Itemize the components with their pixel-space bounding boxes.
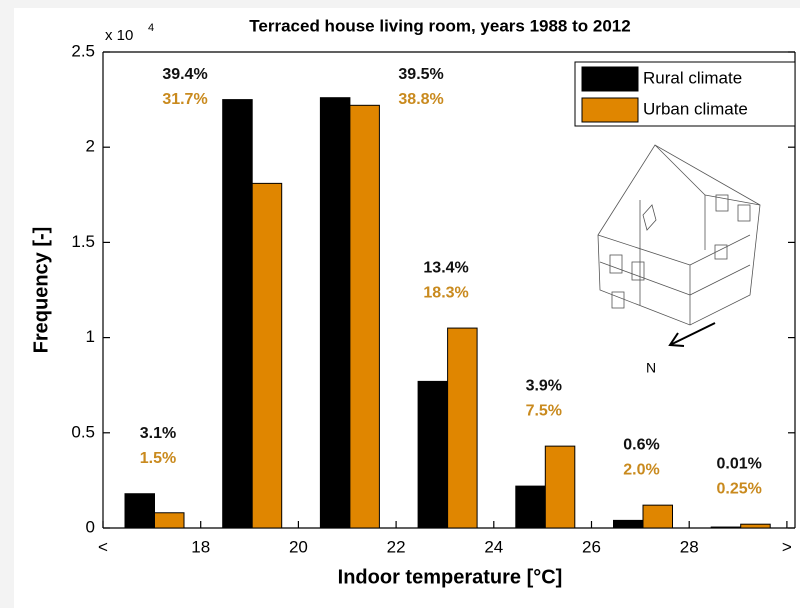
x-tick-label: 28	[680, 537, 699, 556]
annotation: 7.5%	[526, 402, 562, 419]
bar	[544, 445, 576, 529]
x-tick-label: <	[98, 537, 108, 556]
bar	[222, 99, 253, 529]
legend-swatch	[581, 66, 639, 92]
house-inset	[597, 144, 761, 347]
bar	[642, 504, 673, 529]
annotation: 13.4%	[423, 259, 468, 276]
annotation: 38.8%	[398, 91, 443, 108]
y-tick-label: 1.5	[71, 232, 95, 251]
annotation: 3.1%	[140, 425, 176, 442]
y-tick-label: 1	[86, 327, 95, 346]
legend-label: Rural climate	[643, 68, 742, 87]
bar	[154, 512, 185, 529]
annotation: 3.9%	[526, 377, 562, 394]
y-tick-label: 2.5	[71, 41, 95, 60]
x-tick-label: 18	[191, 537, 210, 556]
bar	[740, 523, 771, 529]
annotation: 39.5%	[398, 66, 443, 83]
y-tick-label: 0.5	[71, 422, 95, 441]
annotation: 0.25%	[717, 480, 762, 497]
x-tick-label: 26	[582, 537, 601, 556]
chart-title: Terraced house living room, years 1988 t…	[249, 16, 630, 35]
y-axis-label: Frequency [-]	[30, 227, 52, 354]
bar	[319, 97, 351, 529]
y-scale-exponent: 4	[148, 22, 154, 34]
x-tick-label: 24	[484, 537, 503, 556]
annotation: 2.0%	[623, 461, 659, 478]
annotation: 0.01%	[717, 455, 762, 472]
y-tick-label: 0	[86, 517, 95, 536]
annotation: 0.6%	[623, 436, 659, 453]
bar	[349, 104, 380, 529]
x-axis-label: Indoor temperature [°C]	[338, 566, 563, 588]
bar	[515, 485, 546, 529]
y-tick-label: 2	[86, 137, 95, 156]
x-tick-label: 20	[289, 537, 308, 556]
x-tick-label: 22	[387, 537, 406, 556]
y-scale-base: x 10	[105, 27, 133, 44]
bar	[124, 493, 155, 529]
bar	[251, 182, 283, 529]
bar	[613, 519, 644, 529]
annotation: 39.4%	[162, 66, 207, 83]
annotation: 31.7%	[162, 91, 207, 108]
x-tick-label: >	[782, 537, 792, 556]
legend-swatch	[581, 97, 639, 123]
annotation: 1.5%	[140, 450, 176, 467]
bar	[417, 380, 449, 529]
annotation: 18.3%	[423, 284, 468, 301]
inset-label: N	[646, 360, 656, 376]
bar	[447, 327, 478, 529]
bar	[710, 526, 742, 529]
legend-label: Urban climate	[643, 99, 748, 118]
